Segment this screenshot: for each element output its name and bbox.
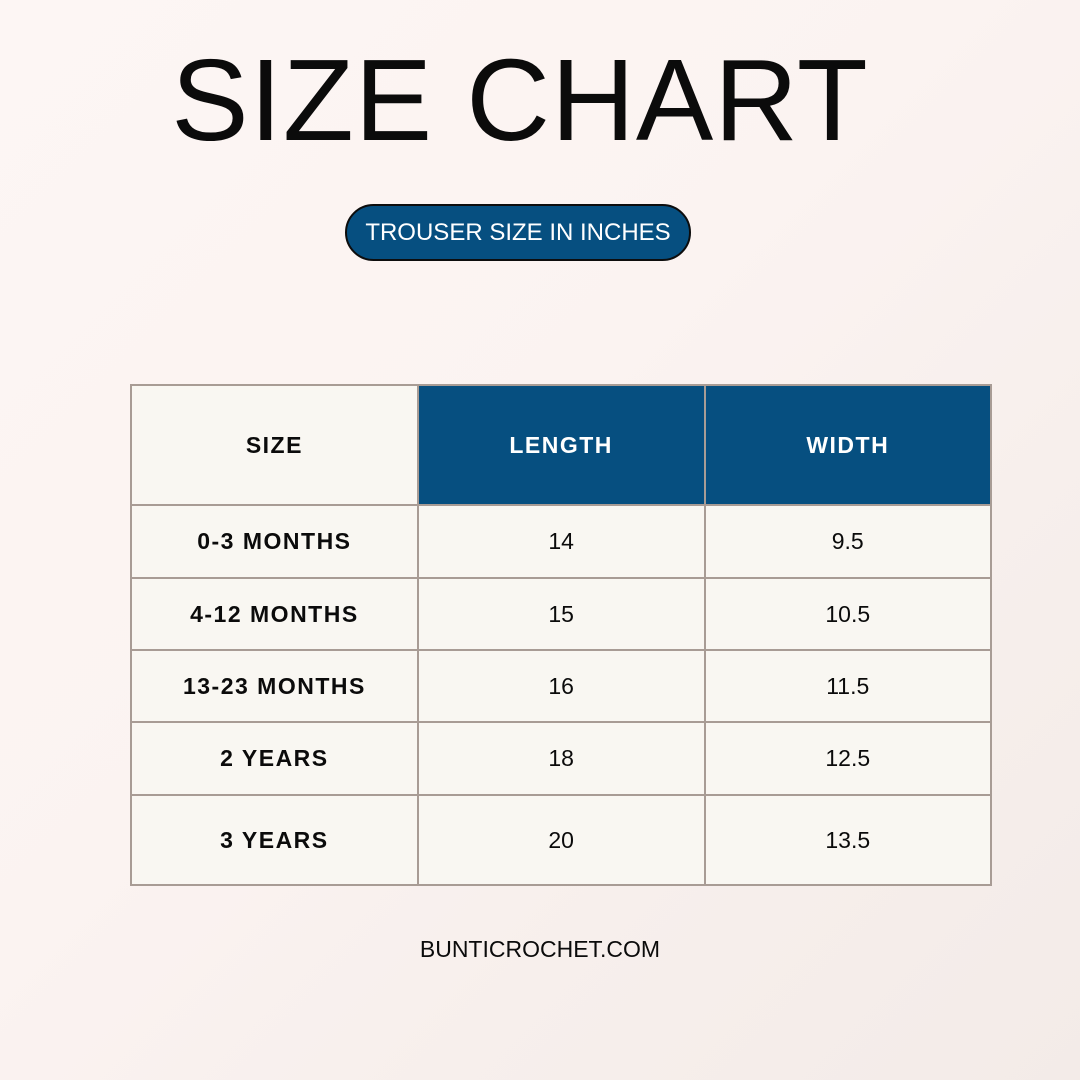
cell-width: 10.5 [703, 577, 992, 651]
page-title: SIZE CHART [171, 35, 869, 165]
table-row: 2 YEARS 18 12.5 [130, 721, 992, 796]
header-width: WIDTH [703, 384, 992, 506]
cell-size: 4-12 MONTHS [130, 577, 419, 651]
cell-size: 3 YEARS [130, 794, 419, 886]
cell-width: 12.5 [703, 721, 992, 796]
cell-length: 18 [416, 721, 706, 796]
website-footer: BUNTICROCHET.COM [419, 936, 661, 962]
table-row: 0-3 MONTHS 14 9.5 [130, 504, 992, 579]
cell-width: 13.5 [703, 794, 992, 886]
table-row: 13-23 MONTHS 16 11.5 [130, 649, 992, 723]
size-table: SIZE LENGTH WIDTH 0-3 MONTHS 14 9.5 4-12 MO… [130, 384, 992, 886]
cell-length: 14 [416, 504, 706, 579]
table-row: 4-12 MONTHS 15 10.5 [130, 577, 992, 651]
cell-length: 15 [416, 577, 706, 651]
table-header-row: SIZE LENGTH WIDTH [130, 384, 992, 506]
table-row: 3 YEARS 20 13.5 [130, 794, 992, 886]
cell-size: 2 YEARS [130, 721, 419, 796]
cell-width: 11.5 [703, 649, 992, 723]
header-size: SIZE [130, 384, 419, 506]
cell-length: 16 [416, 649, 706, 723]
subtitle-badge: TROUSER SIZE IN INCHES [345, 204, 691, 261]
cell-size: 0-3 MONTHS [130, 504, 419, 579]
header-length: LENGTH [416, 384, 706, 506]
cell-width: 9.5 [703, 504, 992, 579]
cell-size: 13-23 MONTHS [130, 649, 419, 723]
cell-length: 20 [416, 794, 706, 886]
